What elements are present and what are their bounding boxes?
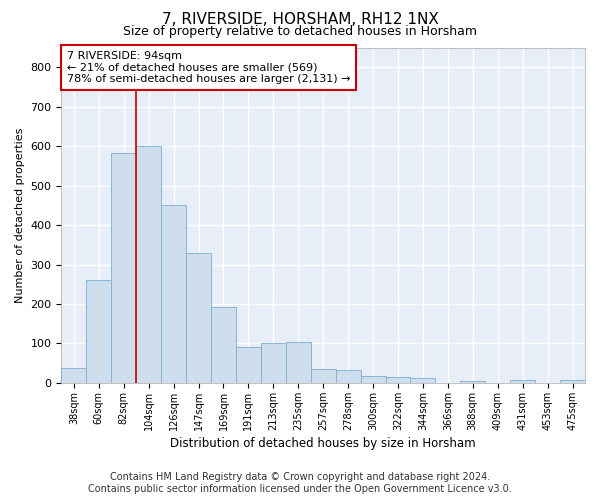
Bar [410, 378, 436, 383]
Bar [311, 369, 335, 383]
Bar [386, 376, 410, 383]
Text: Contains HM Land Registry data © Crown copyright and database right 2024.
Contai: Contains HM Land Registry data © Crown c… [88, 472, 512, 494]
Bar [560, 380, 585, 383]
Bar [111, 154, 136, 383]
Text: Size of property relative to detached houses in Horsham: Size of property relative to detached ho… [123, 25, 477, 38]
Bar [86, 280, 111, 383]
Bar [361, 376, 386, 383]
Bar [61, 368, 86, 383]
Text: 7, RIVERSIDE, HORSHAM, RH12 1NX: 7, RIVERSIDE, HORSHAM, RH12 1NX [161, 12, 439, 28]
Bar [236, 348, 261, 383]
X-axis label: Distribution of detached houses by size in Horsham: Distribution of detached houses by size … [170, 437, 476, 450]
Bar [460, 380, 485, 383]
Bar [261, 344, 286, 383]
Bar [161, 206, 186, 383]
Y-axis label: Number of detached properties: Number of detached properties [15, 128, 25, 303]
Bar [211, 307, 236, 383]
Text: 7 RIVERSIDE: 94sqm
← 21% of detached houses are smaller (569)
78% of semi-detach: 7 RIVERSIDE: 94sqm ← 21% of detached hou… [67, 51, 350, 84]
Bar [335, 370, 361, 383]
Bar [286, 342, 311, 383]
Bar [136, 146, 161, 383]
Bar [186, 252, 211, 383]
Bar [510, 380, 535, 383]
